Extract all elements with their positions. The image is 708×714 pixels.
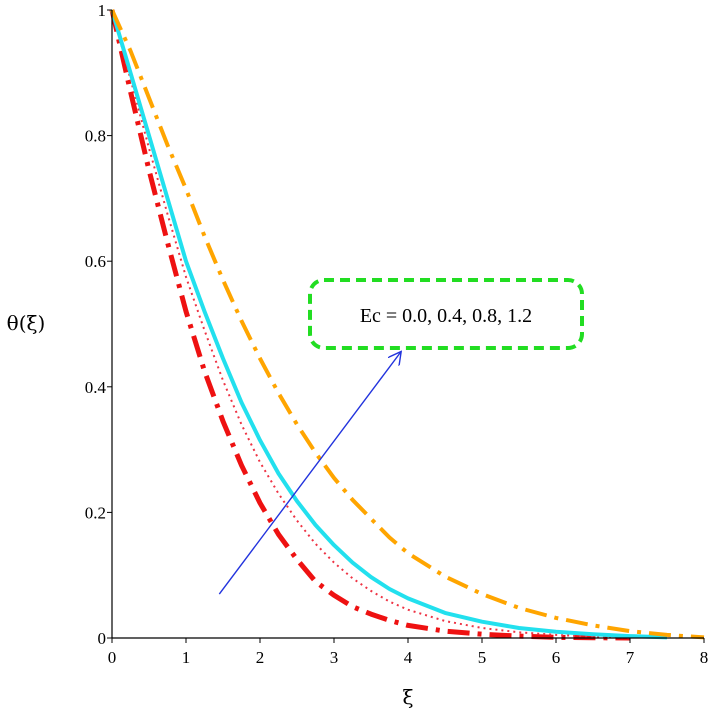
y-axis-label: θ(ξ) xyxy=(7,311,46,335)
x-tick-label: 6 xyxy=(552,648,561,667)
x-tick-label: 5 xyxy=(478,648,487,667)
series-line-3 xyxy=(110,9,668,640)
ticks: 0 1 2 3 4 5 6 7 8 0 0.2 0.4 0.6 0.8 1 xyxy=(85,1,708,667)
annotation-box xyxy=(308,278,584,350)
annotation: Ec = 0.0, 0.4, 0.8, 1.2 xyxy=(218,278,584,595)
y-tick-label: 0.2 xyxy=(85,503,106,522)
y-tick-label: 0.4 xyxy=(85,378,107,397)
x-tick-label: 1 xyxy=(182,648,191,667)
y-tick-label: 1 xyxy=(98,1,107,20)
annotation-text: Ec = 0.0, 0.4, 0.8, 1.2 xyxy=(360,305,532,327)
x-axis-label: ξ xyxy=(402,685,413,709)
x-tick-label: 7 xyxy=(626,648,635,667)
x-tick-label: 2 xyxy=(256,648,265,667)
series-line-4 xyxy=(110,9,705,640)
x-tick-label: 4 xyxy=(404,648,413,667)
y-tick-label: 0.6 xyxy=(85,252,106,271)
x-tick-label: 3 xyxy=(330,648,339,667)
series-line-1 xyxy=(109,9,631,641)
y-tick-label: 0 xyxy=(98,629,107,648)
plot-series xyxy=(109,9,705,641)
x-tick-label: 8 xyxy=(700,648,708,667)
x-tick-label: 0 xyxy=(108,648,117,667)
annotation-arrow xyxy=(218,352,400,595)
y-tick-label: 0.8 xyxy=(85,127,106,146)
